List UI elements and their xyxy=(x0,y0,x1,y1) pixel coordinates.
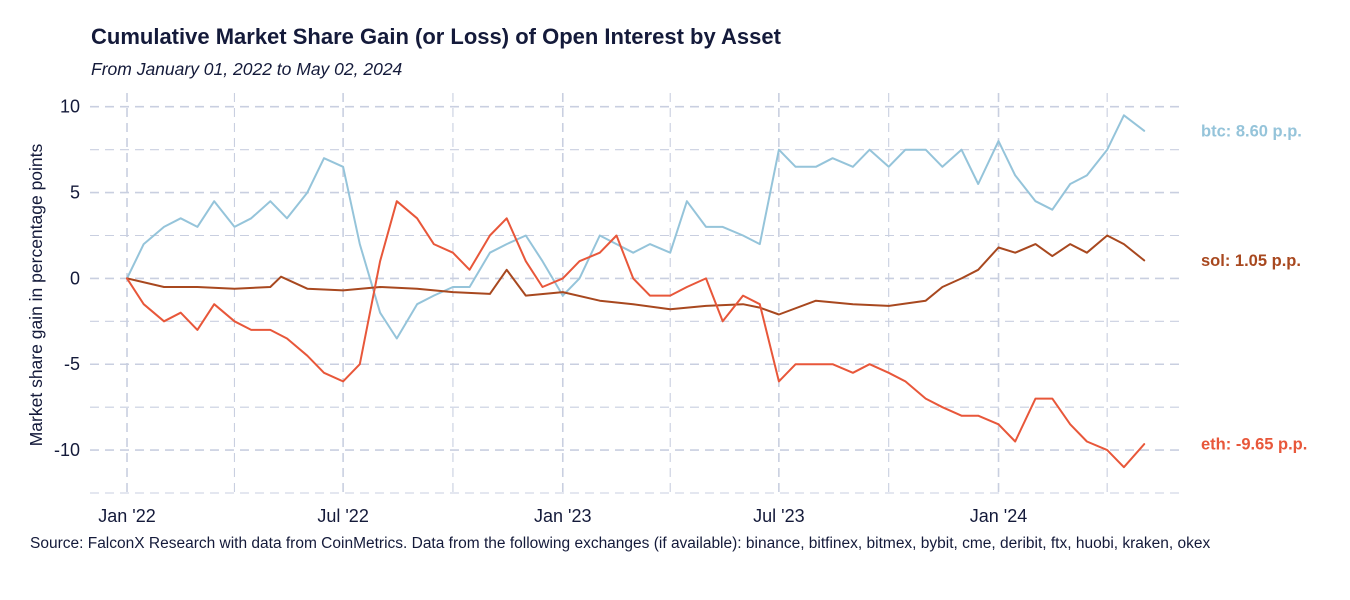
chart-title: Cumulative Market Share Gain (or Loss) o… xyxy=(91,24,781,49)
x-tick-label: Jan '22 xyxy=(98,506,155,526)
y-tick-label: 5 xyxy=(70,183,80,203)
chart-subtitle: From January 01, 2022 to May 02, 2024 xyxy=(91,59,403,79)
x-tick-label: Jan '23 xyxy=(534,506,591,526)
x-tick-label: Jul '23 xyxy=(753,506,804,526)
gridlines xyxy=(90,93,1180,494)
y-axis-label: Market share gain in percentage points xyxy=(26,143,46,446)
end-label-eth: eth: -9.65 p.p. xyxy=(1201,436,1307,454)
series-lines xyxy=(126,114,1146,469)
y-tick-label: 10 xyxy=(60,97,80,117)
x-tick-label: Jan '24 xyxy=(970,506,1027,526)
series-line-eth xyxy=(126,200,1146,469)
x-axis-ticks: Jan '22 Jul '22 Jan '23 Jul '23 Jan '24 xyxy=(98,506,1027,526)
y-axis-ticks: 10 5 0 -5 -10 xyxy=(54,97,80,460)
end-label-btc: btc: 8.60 p.p. xyxy=(1201,122,1302,140)
series-line-sol xyxy=(126,234,1146,316)
end-label-sol: sol: 1.05 p.p. xyxy=(1201,252,1301,270)
end-labels: btc: 8.60 p.p. sol: 1.05 p.p. eth: -9.65 p… xyxy=(1201,122,1307,453)
series-line-btc xyxy=(126,114,1146,340)
y-tick-label: -10 xyxy=(54,440,80,460)
x-tick-label: Jul '22 xyxy=(317,506,368,526)
source-note: Source: FalconX Research with data from … xyxy=(30,535,1211,552)
y-tick-label: -5 xyxy=(64,354,80,374)
y-tick-label: 0 xyxy=(70,268,80,288)
